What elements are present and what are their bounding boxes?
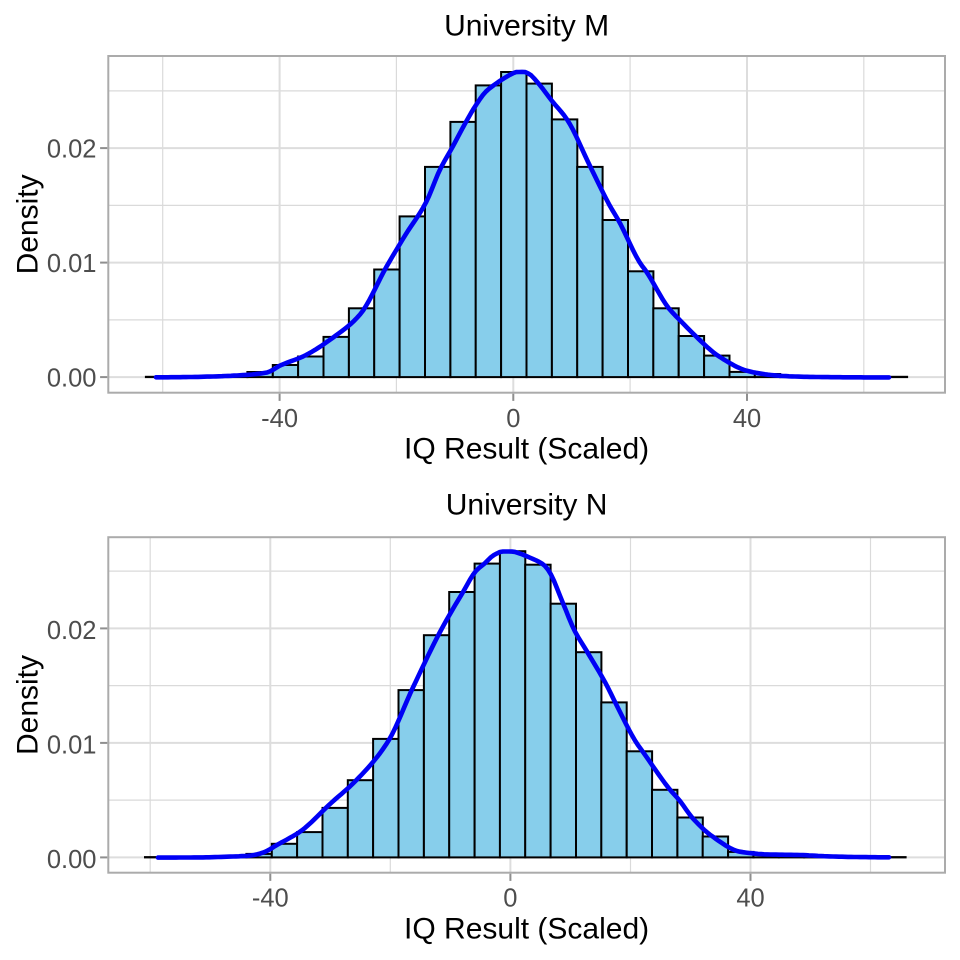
- svg-text:0.00: 0.00: [47, 365, 97, 393]
- svg-text:0.01: 0.01: [47, 732, 97, 760]
- svg-text:Density: Density: [12, 174, 45, 274]
- svg-text:0: 0: [506, 405, 520, 433]
- svg-text:University M: University M: [444, 10, 609, 43]
- svg-text:40: 40: [736, 885, 764, 913]
- svg-text:0.02: 0.02: [47, 617, 97, 645]
- svg-text:0.00: 0.00: [47, 846, 97, 874]
- svg-text:-40: -40: [252, 885, 289, 913]
- svg-text:IQ Result (Scaled): IQ Result (Scaled): [404, 913, 649, 946]
- svg-text:Density: Density: [12, 655, 45, 755]
- svg-text:-40: -40: [261, 405, 298, 433]
- svg-text:University N: University N: [446, 488, 608, 521]
- svg-text:40: 40: [733, 405, 761, 433]
- svg-text:0.01: 0.01: [47, 250, 97, 278]
- svg-text:0: 0: [503, 885, 517, 913]
- svg-text:IQ Result (Scaled): IQ Result (Scaled): [404, 433, 649, 466]
- svg-text:0.02: 0.02: [47, 136, 97, 164]
